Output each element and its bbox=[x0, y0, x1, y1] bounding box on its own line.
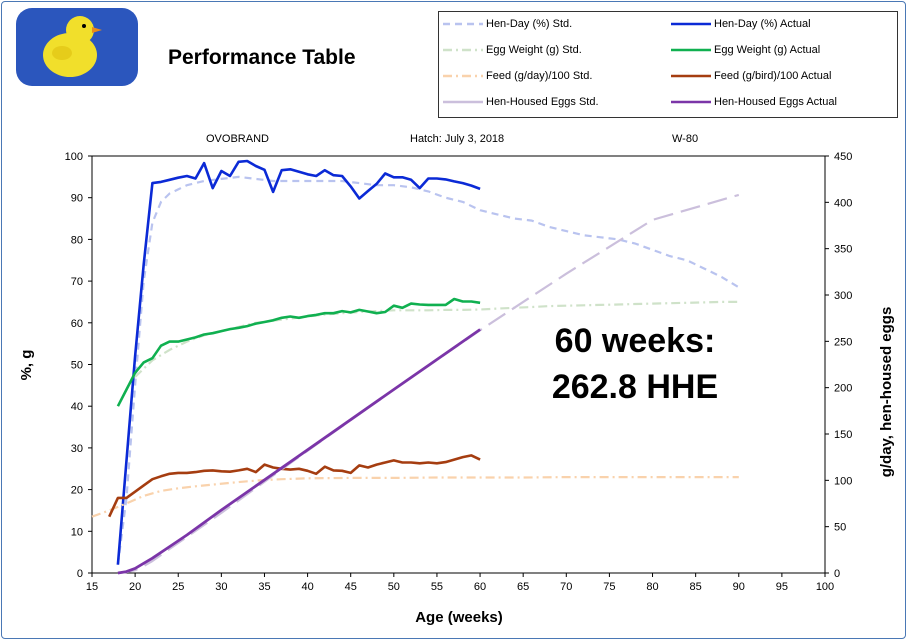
series-line bbox=[116, 297, 481, 407]
y2-tick-label: 450 bbox=[834, 151, 852, 163]
x-tick-label: 25 bbox=[172, 581, 184, 593]
legend-item: Egg Weight (g) Std. bbox=[443, 44, 582, 56]
legend-label: Egg Weight (g) Actual bbox=[714, 44, 821, 56]
y-tick-label: 30 bbox=[71, 443, 83, 455]
x-tick-label: 60 bbox=[474, 581, 486, 593]
x-tick-label: 50 bbox=[388, 581, 400, 593]
y-tick-label: 80 bbox=[71, 234, 83, 246]
flock-id: W-80 bbox=[672, 133, 699, 145]
x-tick-label: 40 bbox=[301, 581, 313, 593]
legend-label: Hen-Housed Eggs Actual bbox=[714, 96, 837, 108]
legend-label: Hen-Day (%) Actual bbox=[714, 18, 811, 30]
legend-item: Hen-Housed Eggs Std. bbox=[443, 96, 599, 108]
series-line bbox=[116, 159, 481, 565]
x-tick-label: 80 bbox=[646, 581, 658, 593]
y2-tick-label: 200 bbox=[834, 383, 852, 395]
y-tick-label: 40 bbox=[71, 401, 83, 413]
annotation-line-1: 60 weeks: bbox=[554, 322, 716, 360]
y-tick-label: 60 bbox=[71, 318, 83, 330]
chick-logo bbox=[16, 8, 138, 86]
legend: Hen-Day (%) Std. Hen-Day (%) Actual Egg … bbox=[438, 11, 898, 118]
legend-label: Feed (g/bird)/100 Actual bbox=[714, 70, 832, 82]
series-line bbox=[117, 328, 481, 575]
series-line bbox=[116, 175, 740, 565]
y2-tick-label: 400 bbox=[834, 197, 852, 209]
x-tick-label: 20 bbox=[129, 581, 141, 593]
series-line bbox=[108, 454, 481, 518]
x-tick-label: 70 bbox=[560, 581, 572, 593]
annotation-line-2: 262.8 HHE bbox=[551, 368, 719, 406]
y2-tick-label: 100 bbox=[834, 475, 852, 487]
y2-tick-label: 50 bbox=[834, 522, 846, 534]
y-axis-title: %, g bbox=[18, 350, 35, 381]
brand-label: OVOBRAND bbox=[206, 133, 269, 145]
legend-item: Hen-Housed Eggs Actual bbox=[671, 96, 837, 108]
tick-layer: 15 20 25 30 35 40 45 50 55 60 65 70 75 80 85 90 95 100010… bbox=[65, 151, 853, 593]
series-line bbox=[91, 476, 739, 518]
x-tick-label: 90 bbox=[733, 581, 745, 593]
x-tick-label: 15 bbox=[86, 581, 98, 593]
x-tick-label: 75 bbox=[603, 581, 615, 593]
y2-tick-label: 150 bbox=[834, 429, 852, 441]
series-layer bbox=[91, 159, 740, 575]
legend-label: Hen-Day (%) Std. bbox=[486, 18, 573, 30]
hhe-annotation: 60 weeks: 262.8 HHE bbox=[520, 318, 750, 410]
y2-tick-label: 300 bbox=[834, 290, 852, 302]
x-tick-label: 55 bbox=[431, 581, 443, 593]
x-tick-label: 65 bbox=[517, 581, 529, 593]
y-tick-label: 50 bbox=[71, 360, 83, 372]
legend-label: Feed (g/day)/100 Std. bbox=[486, 70, 593, 82]
y-tick-label: 100 bbox=[65, 151, 83, 163]
legend-label: Egg Weight (g) Std. bbox=[486, 44, 582, 56]
legend-label: Hen-Housed Eggs Std. bbox=[486, 96, 599, 108]
y-tick-label: 90 bbox=[71, 193, 83, 205]
series-line bbox=[117, 193, 740, 575]
legend-item: Feed (g/bird)/100 Actual bbox=[671, 70, 831, 82]
y-tick-label: 20 bbox=[71, 485, 83, 497]
legend-item: Hen-Day (%) Std. bbox=[443, 18, 572, 30]
y2-tick-label: 0 bbox=[834, 568, 840, 580]
y-tick-label: 0 bbox=[77, 568, 83, 580]
x-tick-label: 30 bbox=[215, 581, 227, 593]
x-tick-label: 100 bbox=[816, 581, 834, 593]
x-axis-title: Age (weeks) bbox=[415, 609, 503, 626]
x-tick-label: 95 bbox=[776, 581, 788, 593]
x-tick-label: 85 bbox=[690, 581, 702, 593]
x-tick-label: 45 bbox=[345, 581, 357, 593]
y2-tick-label: 350 bbox=[834, 244, 852, 256]
y-tick-label: 70 bbox=[71, 276, 83, 288]
y2-axis-title: g/day, hen-housed eggs bbox=[878, 307, 895, 478]
legend-item: Egg Weight (g) Actual bbox=[671, 44, 820, 56]
hatch-date: Hatch: July 3, 2018 bbox=[410, 133, 505, 145]
y2-tick-label: 250 bbox=[834, 336, 852, 348]
legend-item: Hen-Day (%) Actual bbox=[671, 18, 811, 30]
page-title: Performance Table bbox=[168, 46, 356, 69]
x-tick-label: 35 bbox=[258, 581, 270, 593]
legend-item: Feed (g/day)/100 Std. bbox=[443, 70, 592, 82]
y-tick-label: 10 bbox=[71, 526, 83, 538]
